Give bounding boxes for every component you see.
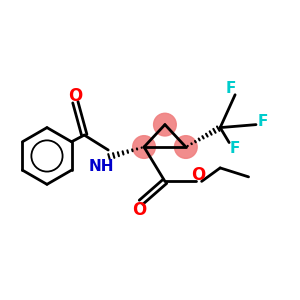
- Text: O: O: [191, 166, 205, 184]
- Text: NH: NH: [88, 159, 114, 174]
- Text: F: F: [230, 141, 240, 156]
- Text: F: F: [257, 114, 268, 129]
- Text: F: F: [225, 81, 236, 96]
- Circle shape: [133, 136, 155, 158]
- Text: O: O: [68, 87, 83, 105]
- Text: O: O: [132, 201, 147, 219]
- Circle shape: [175, 136, 197, 158]
- Circle shape: [154, 113, 176, 136]
